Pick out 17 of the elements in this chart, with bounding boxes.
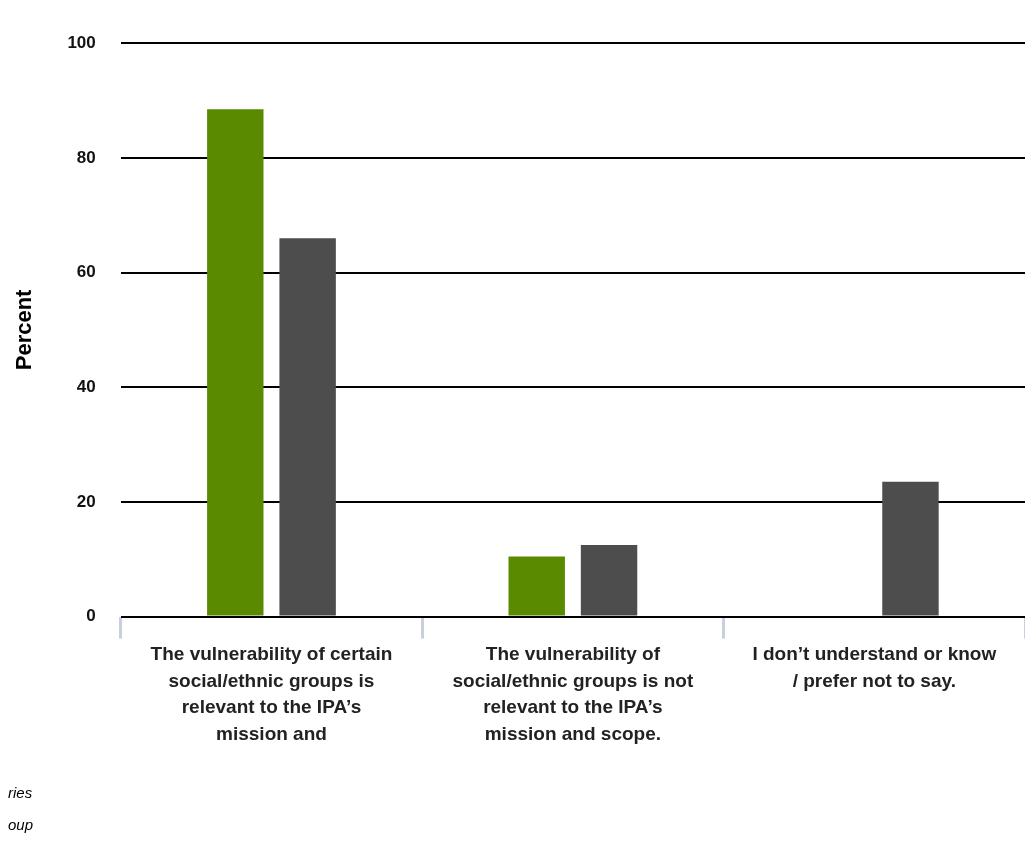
- bar: [882, 481, 939, 616]
- y-tick-label: 0: [86, 606, 96, 626]
- x-tick-label: The vulnerability of certain social/ethnic groups is relevant to the IPA’s mission and: [150, 643, 393, 744]
- y-axis-title: Percent: [11, 288, 37, 371]
- y-tick-label: 100: [67, 32, 96, 52]
- x-tick-label: I don’t understand or know / prefer not to say.: [752, 643, 997, 691]
- x-tick-label: The vulnerability of social/ethnic groups is not relevant to the IPA’s mission and scope.: [452, 643, 694, 744]
- bar: [279, 238, 336, 616]
- y-tick-label: 40: [76, 376, 96, 396]
- text: ries: [8, 784, 33, 801]
- text: oup: [8, 816, 34, 833]
- y-tick-label: 60: [76, 262, 96, 282]
- y-tick-label: 20: [76, 491, 96, 511]
- bar: [508, 556, 565, 616]
- bar: [207, 109, 264, 616]
- y-tick-label: 80: [76, 147, 96, 167]
- bar: [580, 544, 638, 616]
